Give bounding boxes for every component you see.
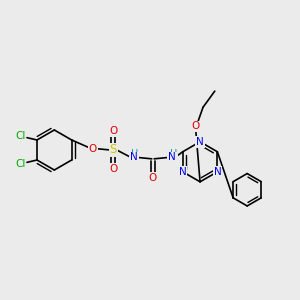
Text: N: N: [179, 167, 187, 177]
Text: O: O: [109, 126, 117, 136]
Text: N: N: [130, 152, 138, 162]
Text: O: O: [88, 143, 97, 154]
Text: Cl: Cl: [15, 131, 26, 142]
Text: O: O: [149, 173, 157, 183]
Text: S: S: [110, 143, 117, 157]
Text: H: H: [131, 149, 139, 159]
Text: O: O: [109, 164, 117, 174]
Text: N: N: [168, 152, 176, 162]
Text: Cl: Cl: [15, 158, 26, 169]
Text: H: H: [169, 149, 177, 159]
Text: N: N: [196, 137, 204, 147]
Text: O: O: [191, 122, 200, 131]
Text: N: N: [214, 167, 221, 177]
